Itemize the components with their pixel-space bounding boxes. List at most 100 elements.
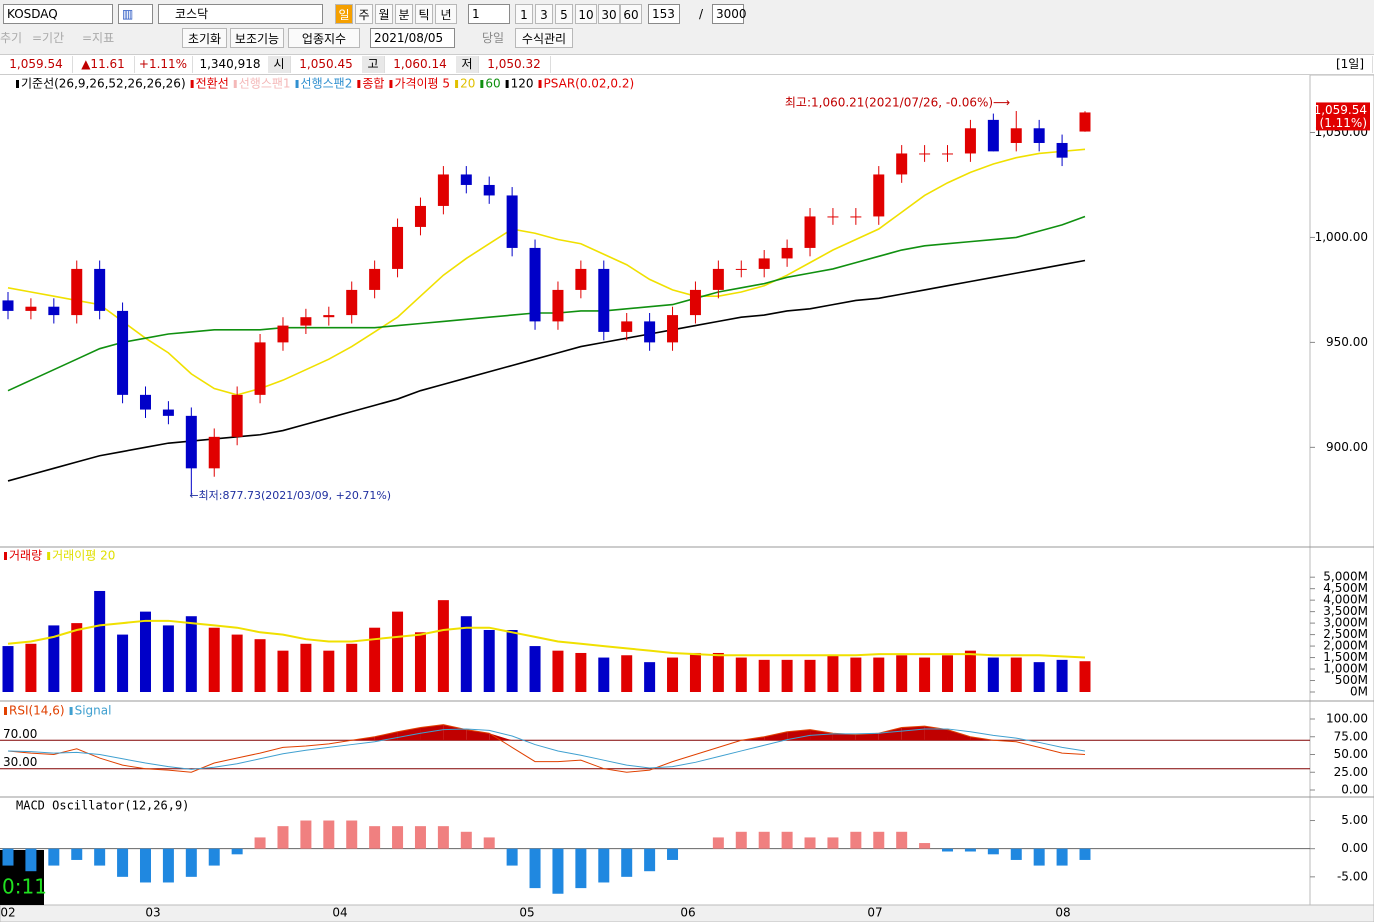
reset-button[interactable]: 초기화 [182, 28, 227, 48]
candle-body [1033, 128, 1045, 143]
interval-button[interactable]: 30 [598, 4, 620, 24]
volume-bar [689, 652, 701, 692]
candle-body [483, 184, 495, 196]
candle-body [850, 216, 862, 218]
x-tick-label: 06 [680, 906, 695, 920]
legend-swatch [69, 707, 73, 715]
y-tick-label: 0.00 [1341, 783, 1368, 797]
interval-button[interactable]: 5 [555, 4, 573, 24]
candle-body [460, 174, 472, 185]
formula-button[interactable]: 수식관리 [515, 28, 573, 48]
overbought-fill [855, 733, 879, 741]
y-tick-label: 4,500M [1323, 581, 1368, 595]
axis-area [1309, 75, 1374, 906]
x-tick-label: 04 [332, 906, 347, 920]
volume-bar [712, 652, 724, 692]
max-input[interactable]: 3000 [712, 4, 747, 24]
today-checkbox[interactable]: 당일 [482, 31, 505, 45]
period-button[interactable]: 년 [435, 4, 457, 24]
date-input[interactable]: 2021/08/05 [370, 28, 455, 48]
aux-button[interactable]: 보조기능 [230, 28, 284, 48]
oscillator-bar [758, 831, 770, 849]
y-tick-label: 0M [1350, 685, 1368, 699]
volume-bar [1033, 662, 1045, 692]
candle-body [1056, 142, 1068, 158]
info-rate: +1.11% [134, 56, 193, 73]
oscillator-bar [483, 837, 495, 849]
interval-button[interactable]: 3 [535, 4, 553, 24]
volume-bar [460, 616, 472, 692]
candle-body [437, 174, 449, 206]
oscillator-bar [1033, 848, 1045, 866]
overbought-fill [924, 726, 948, 741]
oscillator-bar [437, 826, 449, 849]
series-line [7, 259, 1086, 482]
separator: / [699, 7, 704, 21]
candle-body [575, 268, 587, 290]
sector-button[interactable]: 업종지수 [288, 28, 360, 48]
interval-button[interactable]: 10 [575, 4, 597, 24]
candle-body [942, 153, 954, 155]
volume-bar [162, 625, 174, 692]
period-button[interactable]: 분 [395, 4, 413, 24]
y-tick-label: 5.00 [1341, 813, 1368, 827]
volume-bar [964, 650, 976, 692]
oscillator-bar [964, 848, 976, 852]
market-select[interactable]: KOSDAQ [3, 4, 113, 24]
y-tick-label: 500M [1335, 673, 1368, 687]
oscillator-bar [529, 848, 541, 889]
volume-bar [185, 616, 197, 692]
volume-bar [1079, 661, 1091, 692]
series-line [7, 619, 1086, 659]
oscillator-bar [369, 826, 381, 849]
unit-select[interactable]: 1 [468, 4, 510, 24]
period-button[interactable]: 틱 [415, 4, 433, 24]
oscillator-bar [667, 848, 679, 860]
y-tick-label: 1,000M [1323, 662, 1368, 676]
info-bar [0, 54, 1374, 75]
interval-button[interactable]: 60 [620, 4, 642, 24]
candle-body [185, 415, 197, 469]
volume-bar [621, 655, 633, 692]
legend-swatch [357, 80, 361, 88]
volume-bar [323, 650, 335, 692]
info-label: 고 [362, 56, 385, 73]
volume-bar [850, 657, 862, 692]
oscillator-bar [346, 820, 358, 849]
candle-body [139, 394, 151, 410]
period-button[interactable]: 주 [355, 4, 373, 24]
candle-body [689, 289, 701, 316]
legend-label: 선행스팬1 [239, 76, 291, 91]
oscillator-bar [254, 837, 266, 849]
oscillator-bar [323, 820, 335, 849]
candle-body [621, 321, 633, 332]
search-box[interactable]: 코스닥 [158, 4, 323, 24]
clock: 0:11 [2, 875, 47, 899]
candle-body [987, 119, 999, 152]
level-label: 70.00 [3, 727, 37, 741]
volume-bar [552, 650, 564, 692]
y-tick-label: 75.00 [1334, 729, 1368, 743]
period-button[interactable]: 월 [375, 4, 393, 24]
y-tick-label: 0.00 [1341, 841, 1368, 855]
oscillator-bar [506, 848, 518, 866]
overbought-fill [489, 733, 513, 741]
legend-label: Signal [75, 704, 112, 718]
series-line [7, 724, 1086, 773]
volume-bar [277, 650, 289, 692]
interval-button[interactable]: 1 [515, 4, 533, 24]
period-button[interactable]: 일 [335, 4, 353, 24]
x-tick-label: 03 [145, 906, 160, 920]
volume-bar [506, 630, 518, 692]
candle-body [1010, 128, 1022, 143]
level-label: 30.00 [3, 755, 37, 769]
x-axis [0, 904, 1374, 922]
series-line [7, 728, 1086, 770]
count-input[interactable]: 153 [648, 4, 680, 24]
candle-body [25, 306, 37, 311]
legend-label: RSI(14,6) [9, 704, 65, 718]
legend-label: 가격이평 5 [394, 77, 450, 91]
legend-label: 60 [485, 77, 500, 91]
icon-box[interactable]: ▥ [118, 4, 153, 24]
candle-body [896, 153, 908, 175]
